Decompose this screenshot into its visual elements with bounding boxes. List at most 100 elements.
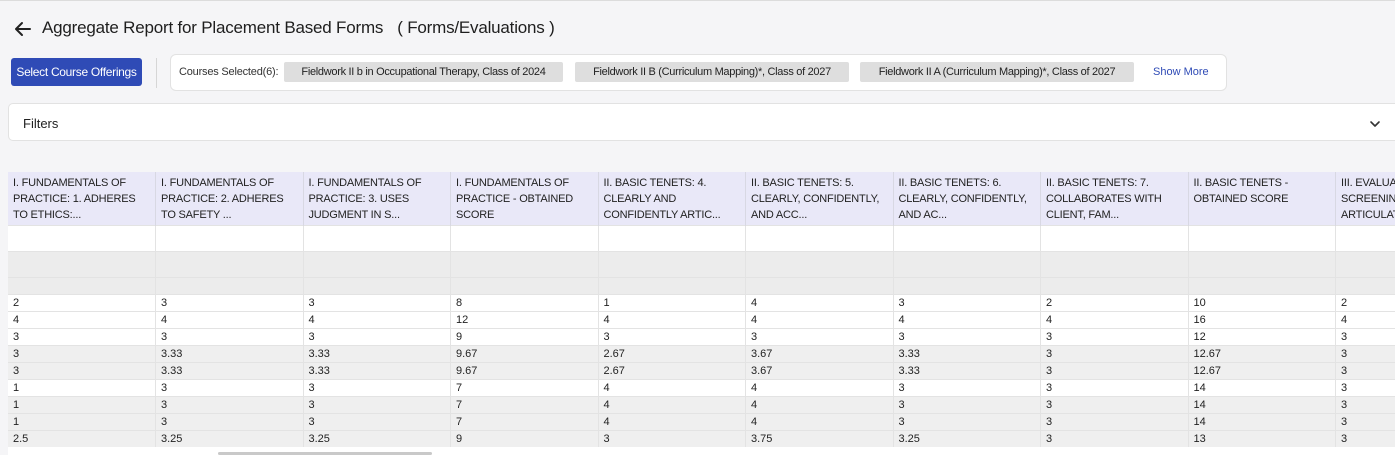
table-cell: 3.25 [892,430,1041,447]
table-cell: 3 [1335,413,1395,431]
table-cell: 3.33 [302,362,451,380]
table-cell: 2 [1335,294,1395,312]
table-cell: 3 [1040,328,1188,346]
table-cell: 3 [1335,345,1395,363]
filters-panel[interactable]: Filters [8,103,1395,141]
table-cell: 3 [1040,413,1188,431]
table-cell: 4 [1040,311,1188,329]
table-cell: 1 [8,396,156,414]
course-chip[interactable]: Fieldwork II B (Curriculum Mapping)*, Cl… [575,62,849,82]
table-cell: 1 [8,413,156,431]
table-cell: 7 [450,379,598,397]
toolbar-divider [156,58,157,88]
table-cell: 3.67 [745,362,893,380]
table-cell: 3 [1040,379,1188,397]
table-row: 4 4 4 12 4 4 4 4 16 4 [8,311,1395,329]
table-cell: 4 [597,413,746,431]
table-cell: 12.67 [1187,345,1336,363]
column-header[interactable]: II. BASIC TENETS: 7. COLLABORATES WITH C… [1040,172,1188,226]
table-cell: 3 [1335,396,1395,414]
show-more-link[interactable]: Show More [1153,66,1209,78]
table-cell: 4 [892,311,1041,329]
column-header[interactable]: I. FUNDAMENTALS OF PRACTICE: 1. ADHERES … [8,172,156,226]
table-cell: 12 [450,311,598,329]
column-header[interactable]: III. EVALUATION AND SCREENING: ... ARTIC… [1335,172,1395,226]
column-header[interactable]: II. BASIC TENETS - OBTAINED SCORE [1187,172,1336,226]
table-cell: 3.75 [745,430,893,447]
table-cell: 4 [155,311,303,329]
table-row: 2.5 3.25 3.25 9 3 3.75 3.25 3 13 3 [8,430,1395,447]
table-cell: 3 [597,328,746,346]
table-row: 3 3.33 3.33 9.67 2.67 3.67 3.33 3 12.67 3 [8,345,1395,363]
table-cell: 2.67 [597,362,746,380]
table-cell: 3.67 [745,345,893,363]
column-header[interactable]: II. BASIC TENETS: 4. CLEARLY AND CONFIDE… [597,172,746,226]
table-cell: 3 [1335,379,1395,397]
chevron-down-icon[interactable] [1369,118,1381,130]
table-cell: 4 [302,311,451,329]
table-cell: 3 [1335,430,1395,447]
courses-selected-panel: Courses Selected(6): Fieldwork II b in O… [170,54,1227,91]
table-cell: 4 [745,294,893,312]
table-cell: 9.67 [450,345,598,363]
column-header[interactable]: I. FUNDAMENTALS OF PRACTICE: 2. ADHERES … [155,172,303,226]
table-cell: 1 [8,379,156,397]
table-cell: 10 [1187,294,1336,312]
table-cell: 3 [155,294,303,312]
table-cell: 3 [155,379,303,397]
table-cell: 3.33 [892,362,1041,380]
table-cell: 3 [1040,396,1188,414]
back-arrow-icon[interactable] [12,18,34,40]
column-header[interactable]: I. FUNDAMENTALS OF PRACTICE: 3. USES JUD… [302,172,451,226]
table-cell: 3 [155,328,303,346]
table-cell: 14 [1187,413,1336,431]
table-cell: 3 [892,413,1041,431]
table-cell: 3 [745,328,893,346]
course-chip[interactable]: Fieldwork II A (Curriculum Mapping)*, Cl… [860,62,1134,82]
table-cell: 9 [450,328,598,346]
empty-row [8,225,1395,252]
report-table-container[interactable]: I. FUNDAMENTALS OF PRACTICE: 1. ADHERES … [8,172,1395,455]
table-cell: 4 [745,413,893,431]
table-cell: 3 [1040,362,1188,380]
report-table: I. FUNDAMENTALS OF PRACTICE: 1. ADHERES … [8,172,1395,447]
table-cell: 14 [1187,396,1336,414]
table-cell: 3 [302,396,451,414]
table-cell: 4 [745,396,893,414]
table-cell: 3 [597,430,746,447]
table-cell: 3.33 [155,362,303,380]
table-cell: 4 [745,311,893,329]
table-cell: 3.33 [302,345,451,363]
course-chip[interactable]: Fieldwork II b in Occupational Therapy, … [284,62,563,82]
table-cell: 7 [450,413,598,431]
empty-row [8,277,1395,295]
table-cell: 3 [892,294,1041,312]
table-cell: 7 [450,396,598,414]
table-cell: 3.25 [155,430,303,447]
horizontal-scrollbar[interactable] [218,452,432,455]
column-header[interactable]: I. FUNDAMENTALS OF PRACTICE - OBTAINED S… [450,172,598,226]
table-cell: 4 [597,311,746,329]
table-cell: 9.67 [450,362,598,380]
table-cell: 3 [892,379,1041,397]
table-row: 3 3.33 3.33 9.67 2.67 3.67 3.33 3 12.67 3 [8,362,1395,380]
courses-selected-label: Courses Selected(6): [179,66,279,78]
column-header[interactable]: II. BASIC TENETS: 5. CLEARLY, CONFIDENTL… [745,172,893,226]
table-cell: 2 [1040,294,1188,312]
select-course-offerings-button[interactable]: Select Course Offerings [11,58,142,86]
column-header[interactable]: II. BASIC TENETS: 6. CLEARLY, CONFIDENTL… [892,172,1041,226]
table-cell: 3 [1040,345,1188,363]
table-cell: 2.5 [8,430,156,447]
table-cell: 4 [597,379,746,397]
table-cell: 13 [1187,430,1336,447]
table-cell: 16 [1187,311,1336,329]
table-cell: 12 [1187,328,1336,346]
table-cell: 3.33 [892,345,1041,363]
table-cell: 4 [745,379,893,397]
page-title: Aggregate Report for Placement Based For… [42,18,555,38]
filters-label: Filters [23,116,59,131]
table-cell: 3 [892,328,1041,346]
table-row: 1 3 3 7 4 4 3 3 14 3 [8,379,1395,397]
empty-row [8,251,1395,278]
table-cell: 2 [8,294,156,312]
